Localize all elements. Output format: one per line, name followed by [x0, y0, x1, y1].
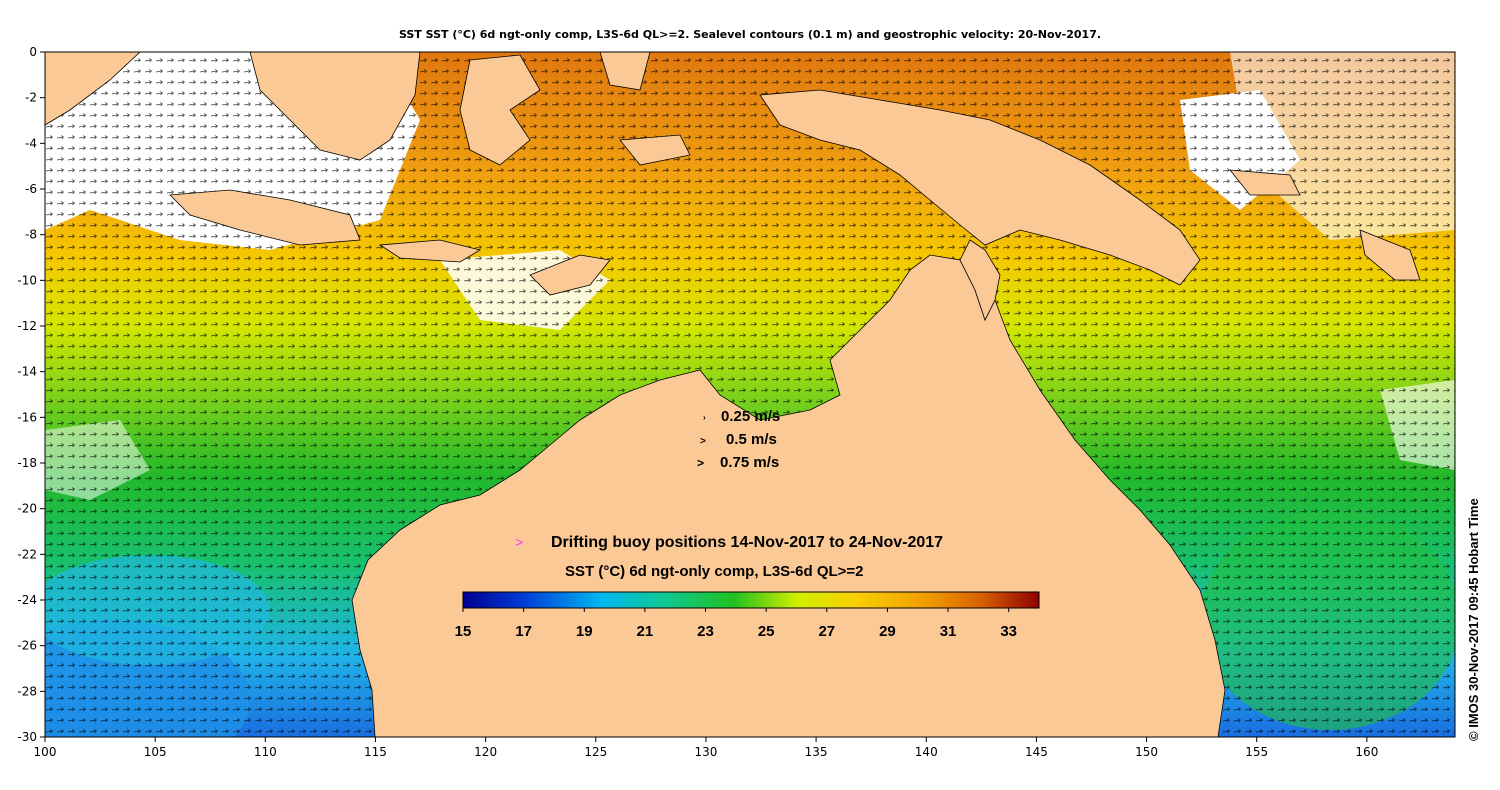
- land-solomon: [1359, 229, 1421, 281]
- y-tick-label: -12: [17, 319, 37, 333]
- y-tick-label: -24: [17, 593, 37, 607]
- credit-text: © IMOS 30-Nov-2017 09:45 Hobart Time: [1466, 498, 1481, 741]
- land-sulawesi: [459, 54, 541, 166]
- velocity-key: › 0.25 m/s > 0.5 m/s > 0.75 m/s: [697, 408, 780, 471]
- velocity-key-item: 0.75 m/s: [720, 454, 779, 471]
- colorbar-tick-label: 21: [637, 623, 654, 640]
- y-tick-label: -26: [17, 639, 37, 653]
- x-tick-label: 160: [1355, 745, 1378, 759]
- land-cape-york: [959, 239, 1001, 322]
- x-tick-label: 150: [1135, 745, 1158, 759]
- y-tick-label: -16: [17, 410, 37, 424]
- x-tick-label: 110: [254, 745, 277, 759]
- land-new-britain: [1229, 169, 1301, 196]
- y-axis: 0 -2 -4 -6 -8 -10 -12 -14 -16 -18 -20 -22 -24 -26 -28 -…: [17, 45, 45, 744]
- x-tick-label: 155: [1245, 745, 1268, 759]
- x-tick-label: 140: [915, 745, 938, 759]
- y-tick-label: -2: [25, 91, 37, 105]
- x-tick-label: 130: [694, 745, 717, 759]
- land-java: [169, 189, 361, 246]
- colorbar-tick-label: 31: [940, 623, 957, 640]
- y-tick-label: -14: [17, 365, 37, 379]
- colorbar-tick-label: 27: [818, 623, 835, 640]
- velocity-key-arrow: >: [700, 436, 706, 447]
- colorbar-title: SST (°C) 6d ngt-only comp, L3S-6d QL>=2: [565, 563, 864, 580]
- y-tick-label: -8: [25, 228, 37, 242]
- y-tick-label: -4: [25, 136, 37, 150]
- buoy-legend-label: Drifting buoy positions 14-Nov-2017 to 2…: [551, 534, 943, 551]
- velocity-key-arrow: ›: [703, 413, 706, 422]
- land-new-guinea: [759, 89, 1201, 286]
- y-tick-label: -20: [17, 502, 37, 516]
- colorbar-tick-label: 15: [455, 623, 472, 640]
- x-tick-label: 145: [1025, 745, 1048, 759]
- credit-box: © IMOS 30-Nov-2017 09:45 Hobart Time: [1466, 498, 1481, 741]
- map-title: SST SST (°C) 6d ngt-only comp, L3S-6d QL…: [398, 28, 1102, 41]
- land-australia: [351, 254, 1226, 737]
- colorbar-tick-label: 25: [758, 623, 775, 640]
- x-tick-label: 100: [34, 745, 57, 759]
- y-tick-label: -28: [17, 684, 37, 698]
- buoy-symbol: >: [515, 534, 523, 550]
- plot-frame: [44, 51, 1456, 738]
- x-tick-label: 135: [805, 745, 828, 759]
- colorbar-tick-label: 17: [515, 623, 532, 640]
- x-tick-label: 125: [584, 745, 607, 759]
- land-flores: [378, 239, 482, 263]
- colorbar-tick-label: 19: [576, 623, 593, 640]
- y-tick-label: -30: [17, 730, 37, 744]
- colorbar-ticks: 15 17 19 21 23 25 27 29 31 33: [455, 608, 1017, 640]
- y-tick-label: 0: [29, 45, 37, 59]
- y-tick-label: -6: [25, 182, 37, 196]
- colorbar-tick-label: 29: [879, 623, 896, 640]
- colorbar-tick-label: 33: [1000, 623, 1017, 640]
- colorbar: [462, 591, 1040, 609]
- x-axis: 100 105 110 115 120 125 130 135 140 145 150 155 160: [34, 737, 1378, 759]
- x-tick-label: 120: [474, 745, 497, 759]
- land-sumatra: [45, 52, 141, 126]
- velocity-key-arrow: >: [697, 456, 704, 470]
- land-borneo: [249, 52, 421, 161]
- x-tick-label: 105: [144, 745, 167, 759]
- y-tick-label: -10: [17, 273, 37, 287]
- land-timor: [529, 254, 611, 296]
- velocity-key-item: 0.5 m/s: [726, 431, 777, 448]
- x-tick-label: 115: [364, 745, 387, 759]
- land-halmahera: [599, 52, 651, 91]
- velocity-key-item: 0.25 m/s: [721, 408, 780, 425]
- land-maluku: [619, 134, 691, 166]
- colorbar-tick-label: 23: [697, 623, 714, 640]
- y-tick-label: -18: [17, 456, 37, 470]
- y-tick-label: -22: [17, 547, 37, 561]
